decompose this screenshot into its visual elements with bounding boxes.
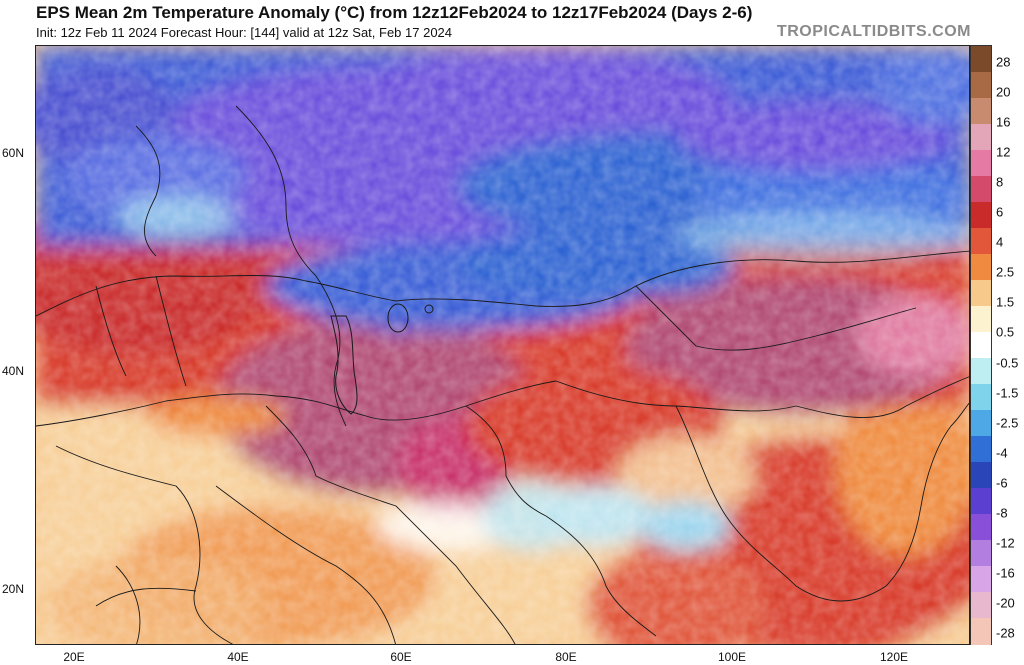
colorbar-tick-label: -16 xyxy=(996,565,1015,581)
lat-label-20n: 20N xyxy=(2,582,25,596)
lon-label-120e: 120E xyxy=(879,650,909,664)
colorbar-tick-label: -4 xyxy=(996,445,1008,461)
map-title: EPS Mean 2m Temperature Anomaly (°C) fro… xyxy=(36,3,753,22)
colorbar-tick-label: 2.5 xyxy=(996,264,1015,280)
colorbar-tick-label: -6 xyxy=(996,475,1008,491)
colorbar-tick-label: -1.5 xyxy=(996,385,1019,401)
colorbar-segment xyxy=(971,202,991,229)
colorbar-segment xyxy=(971,98,991,125)
colorbar-segment xyxy=(971,410,991,437)
watermark: TROPICALTIDBITS.COM xyxy=(776,23,971,40)
lon-label-60e: 60E xyxy=(390,650,412,664)
colorbar-segment xyxy=(971,358,991,385)
temperature-anomaly-map xyxy=(35,45,970,645)
colorbar-tick-label: -12 xyxy=(996,535,1015,551)
colorbar-tick-label: 4 xyxy=(996,234,1004,250)
colorbar-segment xyxy=(971,280,991,307)
colorbar-segment xyxy=(971,540,991,567)
colorbar-tick-label: 16 xyxy=(996,114,1011,130)
lat-label-60n: 60N xyxy=(2,146,25,160)
colorbar-tick-label: 0.5 xyxy=(996,324,1015,340)
colorbar-tick-label: 6 xyxy=(996,204,1004,220)
lon-label-100e: 100E xyxy=(717,650,747,664)
colorbar-segment xyxy=(971,176,991,203)
inland-seas xyxy=(330,303,434,415)
colorbar-segment xyxy=(971,514,991,541)
map-canvas xyxy=(36,46,969,644)
colorbar-tick-label: -0.5 xyxy=(996,355,1019,371)
colorbar-segment xyxy=(971,384,991,411)
colorbar-segment xyxy=(971,72,991,99)
colorbar-tick-label: 28 xyxy=(996,54,1011,70)
lon-label-20e: 20E xyxy=(63,650,85,664)
colorbar-segment xyxy=(971,592,991,619)
colorbar-segment xyxy=(971,462,991,489)
colorbar-segment xyxy=(971,46,991,73)
colorbar-segment xyxy=(971,488,991,515)
colorbar-tick-label: 20 xyxy=(996,84,1011,100)
lon-label-40e: 40E xyxy=(227,650,249,664)
colorbar-segment xyxy=(971,306,991,333)
colorbar-tick-label: 1.5 xyxy=(996,294,1015,310)
colorbar-tick-label: -28 xyxy=(996,625,1015,641)
colorbar-tick-label: 12 xyxy=(996,144,1011,160)
colorbar-segment xyxy=(971,436,991,463)
colorbar-segment xyxy=(971,618,991,645)
colorbar-tick-label: 8 xyxy=(996,174,1004,190)
colorbar-segment xyxy=(971,332,991,359)
colorbar-segment xyxy=(971,566,991,593)
colorbar-segment xyxy=(971,124,991,151)
colorbar-segment xyxy=(971,254,991,281)
colorbar xyxy=(970,45,992,645)
field-texture xyxy=(36,46,969,644)
colorbar-tick-label: -8 xyxy=(996,505,1008,521)
map-subtitle: Init: 12z Feb 11 2024 Forecast Hour: [14… xyxy=(36,25,453,40)
colorbar-segment xyxy=(971,228,991,255)
lon-label-80e: 80E xyxy=(555,650,577,664)
colorbar-tick-label: -20 xyxy=(996,595,1015,611)
colorbar-segment xyxy=(971,150,991,177)
lat-label-40n: 40N xyxy=(2,364,25,378)
country-borders xyxy=(36,105,969,644)
colorbar-tick-label: -2.5 xyxy=(996,415,1019,431)
